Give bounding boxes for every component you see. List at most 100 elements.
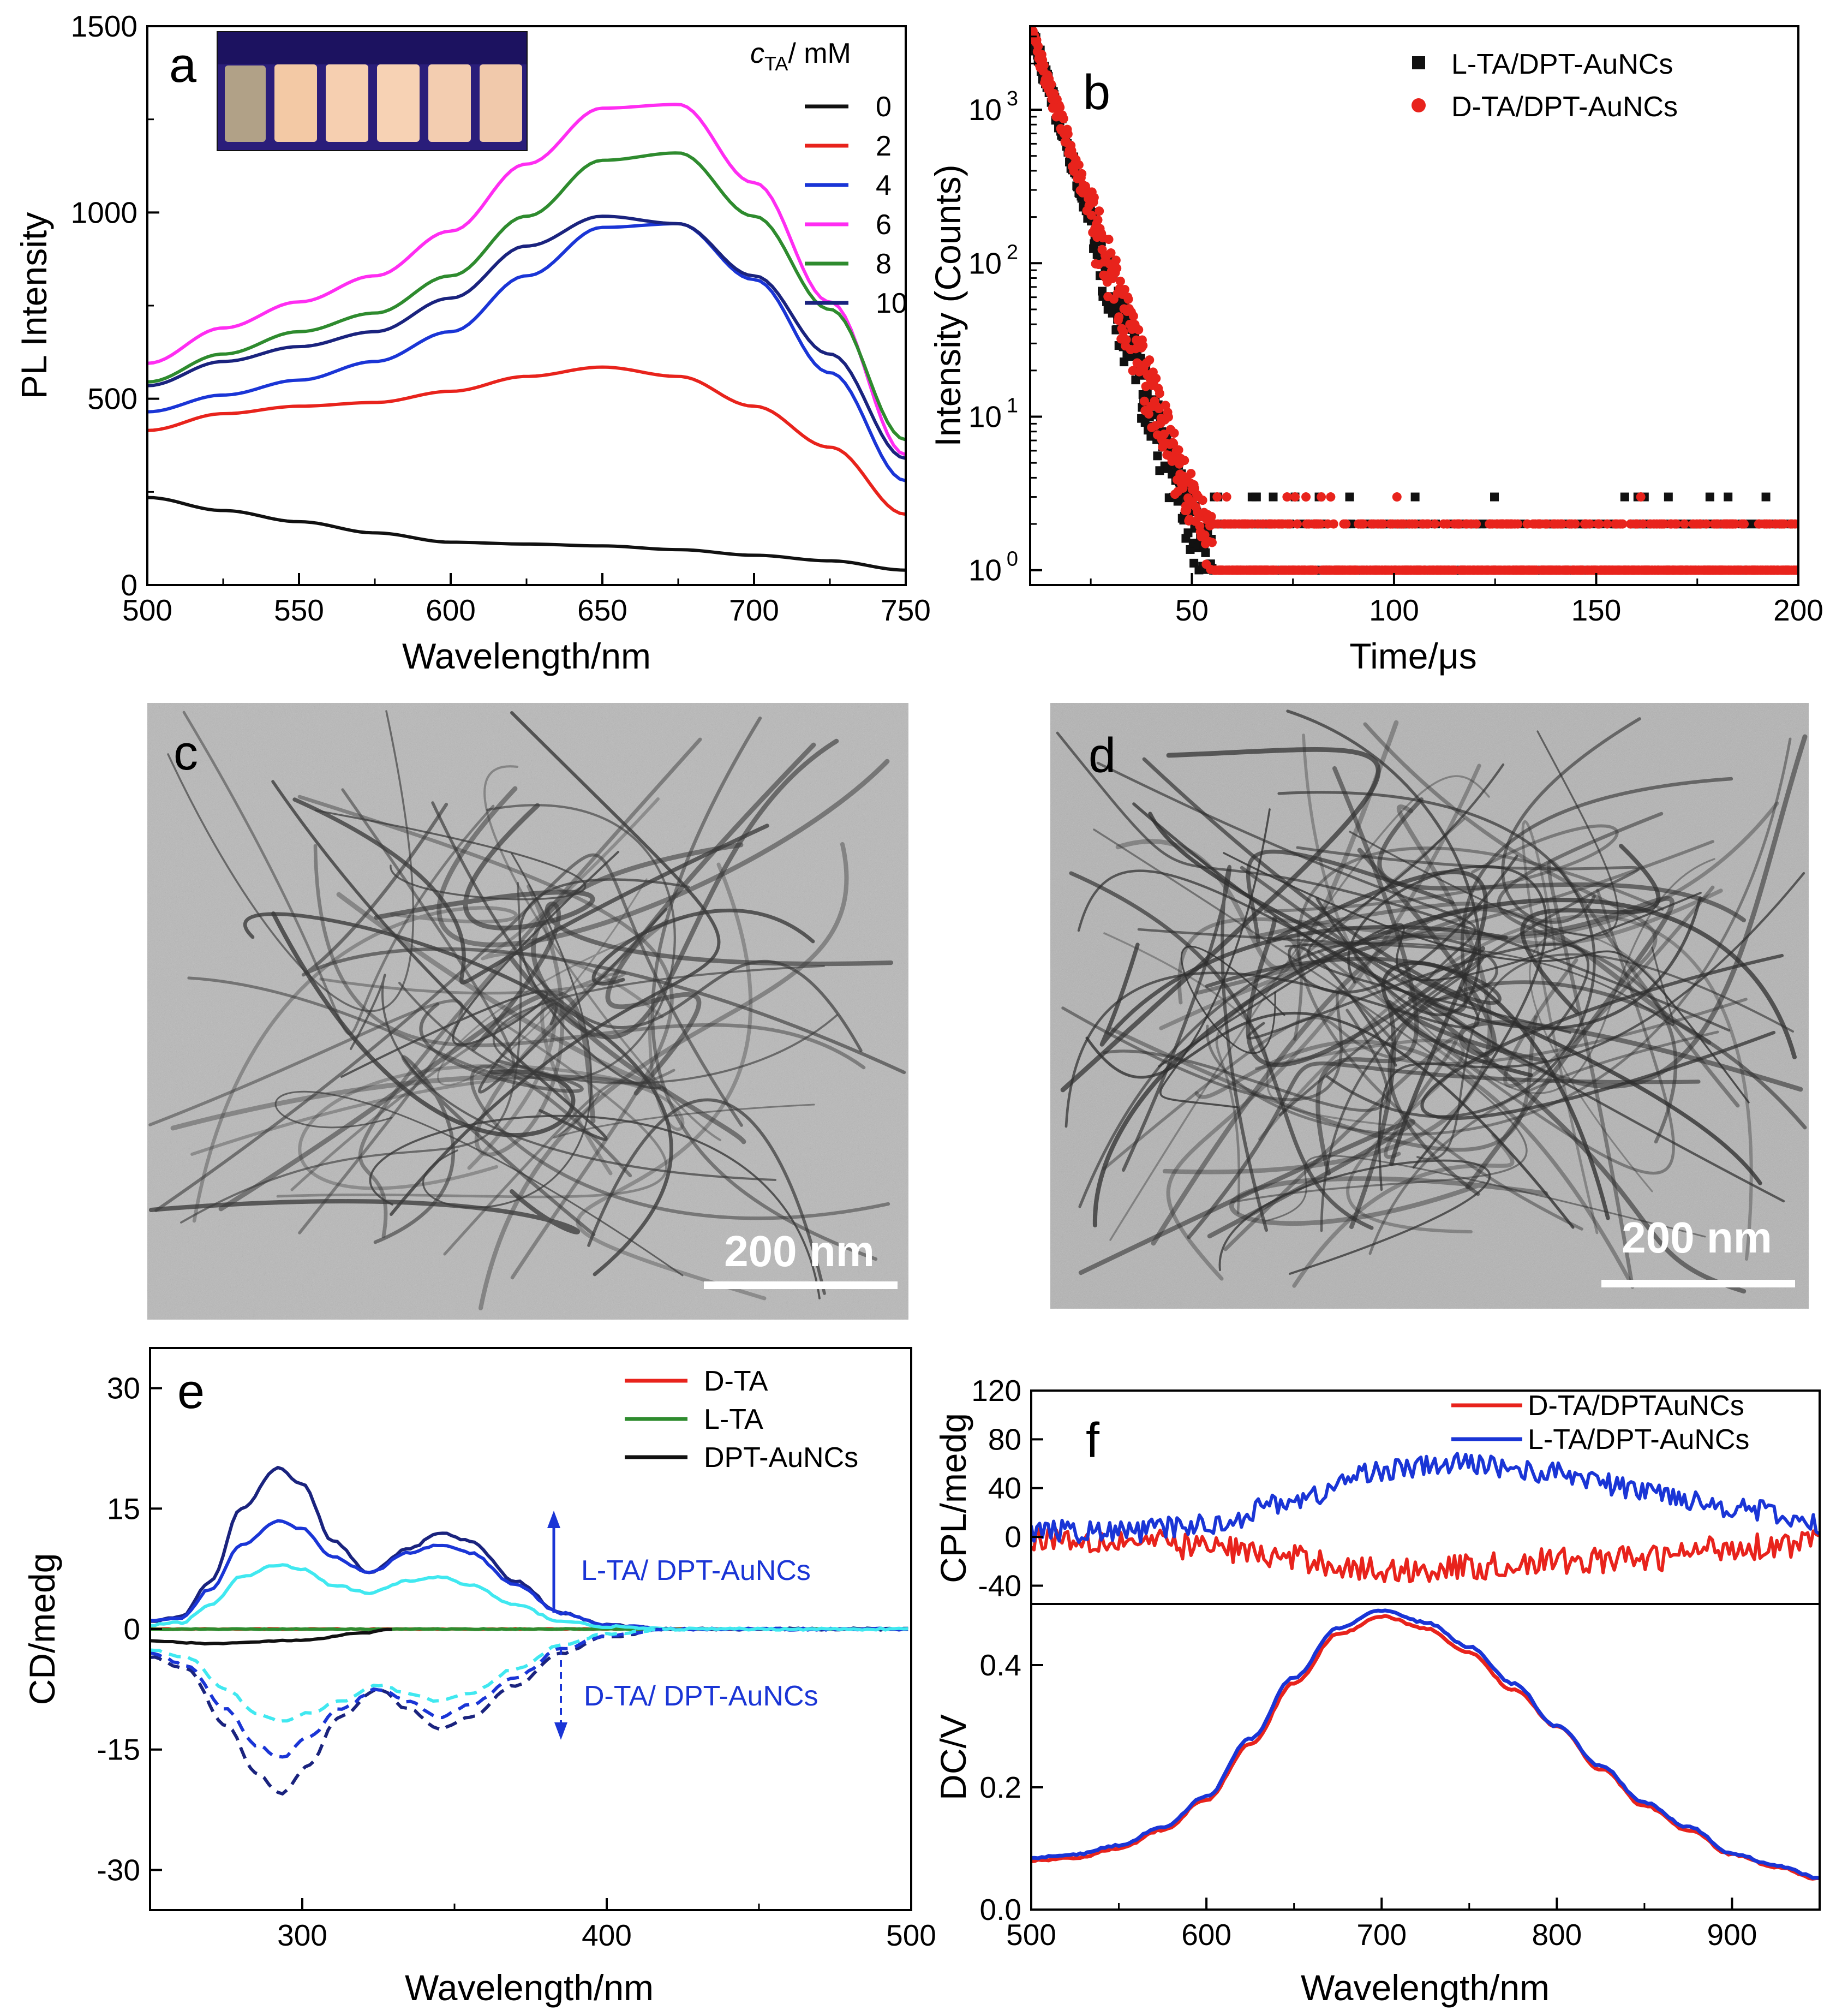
panel-f-xtick-label: 800 [1532,1918,1582,1952]
panel-b-point-d [1315,519,1325,529]
panel-e-cd-spectra: 300 400 500 -30 -15 0 15 30 e D-TA L-TA DPT-AuNCs… [22,1347,936,2008]
panel-a-series-line-6 [147,103,906,456]
fiber [148,1189,581,1234]
panel-f-bottom-ytick-label: 0.2 [980,1770,1021,1804]
panel-b-point-d [1341,519,1351,529]
panel-b-point-d [1378,519,1388,529]
fiber [1194,1039,1633,1285]
panel-b-point-d [1731,519,1741,529]
fiber [292,797,769,985]
fiber [1092,898,1797,1228]
panel-b-point-d [1326,492,1336,502]
fiber [1078,935,1498,1208]
panel-b-point-d [1089,193,1099,202]
panel-b-point-d [1093,215,1103,225]
panel-b-point-d [1186,469,1196,479]
panel-a-series-line-10 [147,214,906,460]
panel-b-point-d [1144,409,1153,419]
panel-b-point-d [1151,373,1161,383]
panel-f-bottom-ylabel: DC/V [933,1714,973,1800]
panel-b-point-d [1169,428,1179,438]
fiber [1159,808,1271,1108]
panel-b-point-l [1724,492,1733,502]
panel-b-point-d [1659,519,1669,529]
panel-b-point-d [1602,519,1612,529]
panel-a-series-line-4 [147,222,906,482]
panel-e-xtick-label: 300 [277,1918,327,1952]
panel-b-point-d [1112,264,1122,273]
panel-b-point-d [1679,519,1689,529]
fiber [1137,928,1484,1232]
panel-e-series-line [150,1626,667,1724]
fiber [478,842,849,1311]
fiber [358,737,702,1238]
panel-b-point-d [1063,129,1073,139]
panel-e-up-arrowhead [547,1511,560,1528]
panel-a-xtick-label: 700 [729,593,779,627]
fiber [437,878,688,1086]
fiber [1408,995,1747,1294]
panel-a-legend-label: 8 [876,248,892,280]
panel-e-annotation-l: L-TA/ DPT-AuNCs [581,1555,811,1586]
panel-a-ytick-label: 0 [121,568,137,602]
panel-b-point-d [1585,519,1595,529]
panel-b-ytick-label: 10 [968,553,1002,587]
panel-f-top-ylabel: CPL/medg [933,1413,973,1583]
panel-b-point-l [1345,492,1354,502]
panel-b-point-d [1180,456,1189,466]
fiber [1103,932,1394,1126]
panel-b-point-d [1557,519,1567,529]
panel-d-label: d [1089,729,1116,783]
panel-e-series-line [150,1465,908,1632]
panel-b-point-d [1145,355,1155,365]
panel-a-ytick-label: 1000 [71,195,137,229]
panel-b-point-d [1311,565,1320,575]
fiber [274,1090,684,1277]
panel-b-point-l [1153,451,1162,461]
legend-title-c: c [750,38,764,69]
fiber [1166,764,1481,1281]
panel-e-xtick-label: 500 [886,1918,936,1952]
fiber [369,1114,821,1299]
fiber [1368,1030,1719,1255]
panel-f-top-ytick-label: 0 [1004,1520,1021,1554]
panel-b-point-d [1058,114,1068,123]
panel-b-point-d [1198,496,1207,505]
fiber [1354,858,1715,1094]
fiber [1302,733,1476,1079]
panel-b-legend-marker [1412,56,1425,69]
panel-b-point-d [1114,312,1124,322]
panel-f-top-ytick-label: 40 [988,1471,1021,1505]
panel-b-point-d [1455,519,1464,529]
panel-b-ytick-exponent: 1 [1007,395,1018,417]
fiber [1148,812,1762,1185]
panel-f-bottom-ytick-label: 0.4 [980,1648,1021,1682]
fiber [1162,804,1492,1174]
panel-b-point-d [1618,519,1628,529]
panel-b-point-l [1664,492,1673,502]
panel-b-point-l [1183,528,1193,538]
fiber [1501,717,1641,924]
panel-f-label: f [1086,1413,1100,1468]
fiber [1109,775,1490,1241]
panel-b-point-l [1705,492,1714,502]
panel-b-point-d [1779,519,1789,529]
panel-e-label: e [177,1364,205,1419]
panel-b-point-d [1106,248,1116,258]
panel-b-series-d-ta [1030,26,1798,575]
fiber [290,971,626,1191]
panel-b-point-d [1222,492,1231,502]
panel-a-ytick-label: 1500 [71,9,137,43]
panel-b-point-d [1570,519,1580,529]
panel-b-point-d [1282,492,1292,502]
fiber [1292,1133,1515,1288]
panel-f-cpl-series-line [1031,1452,1820,1544]
panel-b-point-d [1472,519,1481,529]
panel-e-ylabel: CD/medg [22,1553,62,1705]
panel-b-point-d [1317,492,1326,502]
fiber [373,1055,596,1244]
panel-b-point-d [1424,519,1433,529]
fiber [182,711,495,1035]
